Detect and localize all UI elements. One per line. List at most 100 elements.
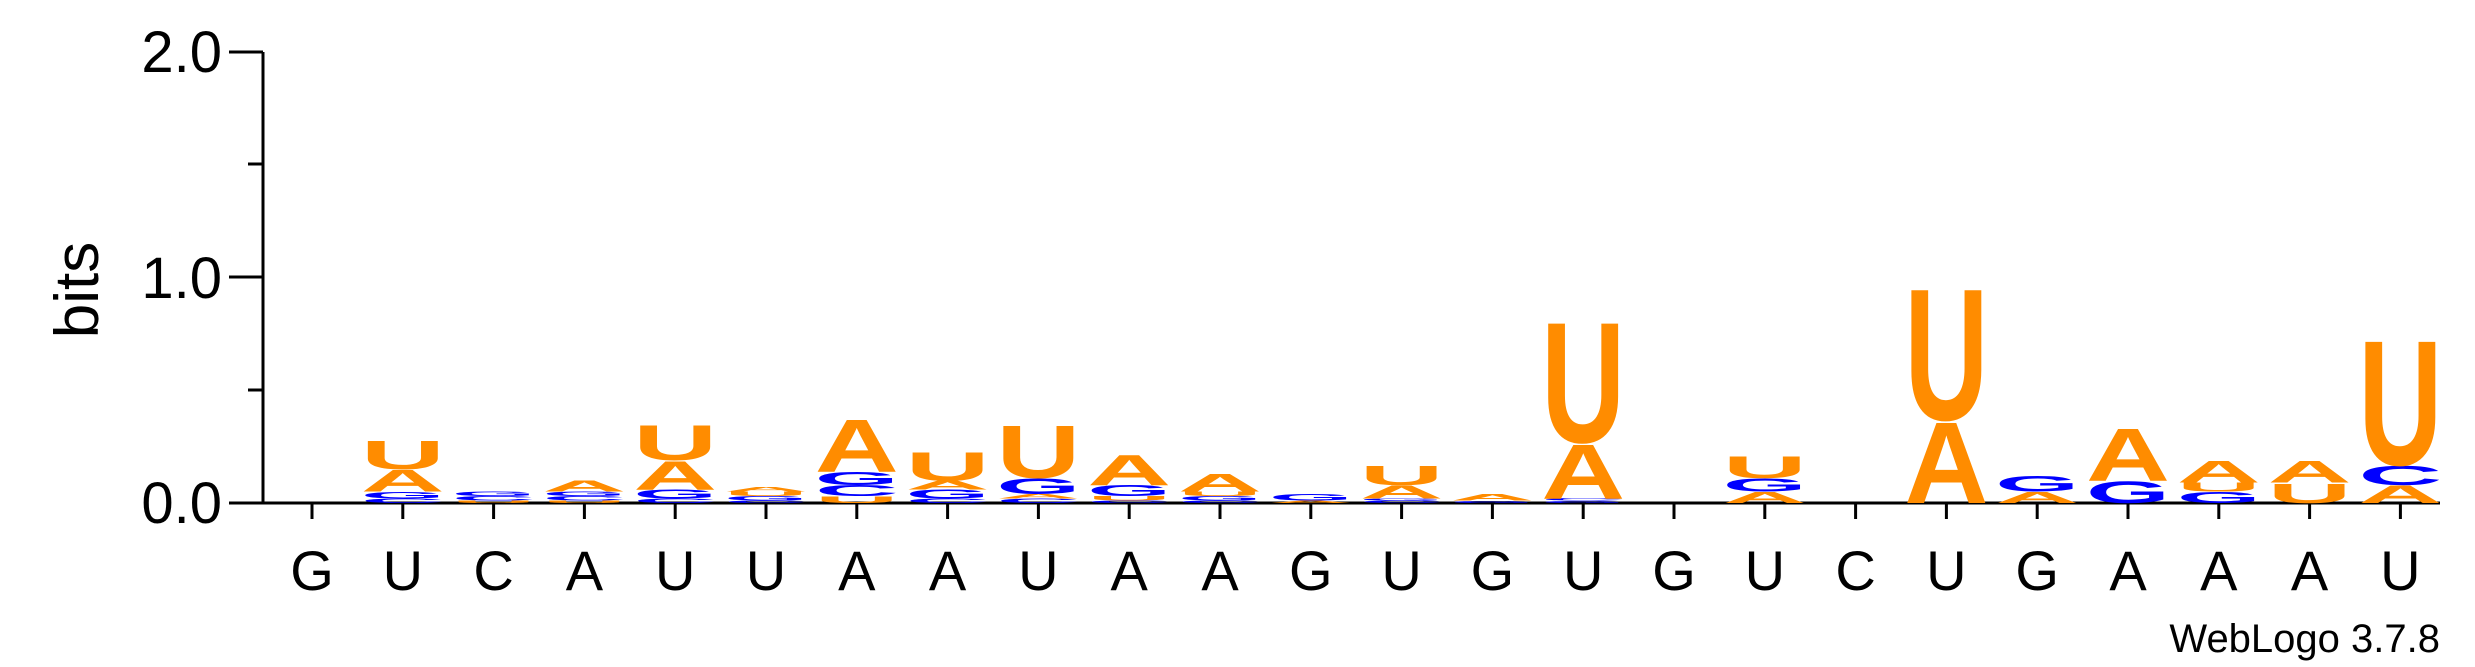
logo-letter-23-U: U [2268, 477, 2352, 509]
logo-letter-2-A: A [361, 464, 445, 499]
logo-letter-19-A: A [1904, 398, 1988, 528]
y-tick-label-0: 0.0 [141, 471, 222, 536]
position-label-17: U [1745, 539, 1785, 602]
logo-letter-20-G: G [1995, 472, 2079, 497]
position-label-12: G [1289, 539, 1333, 602]
position-label-5: U [655, 539, 695, 602]
logo-letter-13-G: G [1360, 498, 1444, 501]
logo-letter-10-C: C [1087, 500, 1171, 503]
logo-letter-13-U: U [1360, 459, 1444, 491]
position-label-14: G [1471, 539, 1515, 602]
logo-letter-3-U: U [452, 500, 536, 503]
logo-letter-7-U: U [815, 495, 899, 505]
position-label-7: A [838, 539, 876, 602]
x-ticks [310, 503, 2402, 519]
y-tick-label-2: 2.0 [141, 20, 222, 85]
logo-letter-17-G: G [1723, 475, 1807, 496]
logo-letter-10-G: G [1087, 482, 1171, 499]
logo-letter-24-U: U [2358, 304, 2442, 503]
logo-letter-9-A: A [996, 493, 1080, 500]
position-label-20: G [2015, 539, 2059, 602]
logo-letter-20-A: A [1995, 489, 2079, 507]
logo-letter-22-U: U [2177, 480, 2261, 494]
logo-letter-11-U: U [1178, 491, 1262, 498]
logo-letter-11-C: C [1178, 500, 1262, 503]
logo-letter-14-G: G [1450, 500, 1534, 503]
logo-letter-22-A: A [2177, 455, 2261, 490]
logo-letter-10-A: A [1087, 445, 1171, 494]
logo-letter-21-A: A [2086, 412, 2170, 496]
logo-letter-10-U: U [1087, 495, 1171, 502]
logo-letter-4-C: C [542, 495, 626, 502]
logo-letter-9-U: U [996, 410, 1080, 494]
position-label-16: G [1652, 539, 1696, 602]
logo-letter-4-G: G [542, 491, 626, 498]
logo-letter-3-G: G [452, 491, 536, 498]
logo-letter-2-G: G [361, 490, 445, 500]
logo-letter-15-G: G [1541, 500, 1625, 503]
position-label-23: A [2291, 539, 2329, 602]
logo-letter-7-C: C [815, 482, 899, 500]
y-tick-label-1: 1.0 [141, 246, 222, 311]
logo-letter-11-G: G [1178, 495, 1262, 502]
logo-letter-24-A: A [2358, 480, 2442, 508]
logo-letter-6-C: C [724, 500, 808, 503]
logo-letter-5-U: U [633, 415, 717, 471]
logo-letter-14-A: A [1450, 492, 1534, 502]
position-label-3: C [473, 539, 513, 602]
logo-letter-9-C: C [996, 497, 1080, 504]
logo-letter-15-A: A [1541, 428, 1625, 516]
logo-letter-8-C: C [906, 497, 990, 504]
position-label-2: U [383, 539, 423, 602]
logo-letter-19-U: U [1904, 251, 1988, 460]
logo-letter-17-A: A [1723, 489, 1807, 507]
logo-letter-12-A: A [1269, 500, 1353, 503]
logo-letter-12-G: G [1269, 492, 1353, 502]
logo-letter-5-A: A [633, 453, 717, 498]
logo-letter-24-C: C [2358, 459, 2442, 491]
logo-letter-13-C: C [1360, 500, 1444, 503]
position-label-6: U [746, 539, 786, 602]
logo-letter-6-G: G [724, 495, 808, 502]
logo-letter-17-U: U [1723, 450, 1807, 485]
logo-letter-3-C: C [452, 495, 536, 502]
logo-letter-8-G: G [906, 487, 990, 501]
position-label-21: A [2109, 539, 2147, 602]
logo-letter-2-C: C [361, 497, 445, 504]
position-label-22: A [2200, 539, 2238, 602]
logo-letter-6-A: A [724, 486, 808, 493]
logo-letter-7-G: G [815, 468, 899, 489]
weblogo-credit: WebLogo 3.7.8 [2169, 617, 2440, 661]
position-label-18: C [1835, 539, 1875, 602]
logo-letter-21-G: G [2086, 475, 2170, 510]
position-label-13: U [1381, 539, 1421, 602]
position-label-8: A [929, 539, 967, 602]
logo-letter-5-C: C [633, 497, 717, 504]
y-axis: 0.0 1.0 2.0 bits [43, 20, 265, 536]
logo-letter-2-U: U [361, 433, 445, 478]
logo-letter-4-A: A [542, 478, 626, 496]
logo-letter-9-G: G [996, 474, 1080, 499]
position-label-9: U [1018, 539, 1058, 602]
logo-letter-23-A: A [2268, 455, 2352, 490]
logo-letter-15-C: C [1541, 498, 1625, 501]
position-label-24: U [2380, 539, 2420, 602]
position-label-1: G [290, 539, 334, 602]
logo-letter-8-U: U [906, 444, 990, 489]
position-label-11: A [1201, 539, 1239, 602]
letter-stacks: CGAUUCGUCGACGAUCGUAUCGACGAUCAGUCUGACGUAA… [361, 251, 2443, 528]
position-label-10: A [1111, 539, 1149, 602]
logo-letter-11-A: A [1178, 469, 1262, 497]
logo-letter-5-G: G [633, 487, 717, 501]
logo-letter-6-U: U [724, 491, 808, 498]
logo-letter-4-U: U [542, 500, 626, 503]
position-label-19: U [1926, 539, 1966, 602]
y-axis-label: bits [43, 242, 112, 338]
logo-letter-7-A: A [815, 403, 899, 487]
logo-letter-13-A: A [1360, 482, 1444, 503]
logo-letter-8-A: A [906, 478, 990, 492]
logo-letter-15-U: U [1541, 287, 1625, 479]
position-label-15: U [1563, 539, 1603, 602]
